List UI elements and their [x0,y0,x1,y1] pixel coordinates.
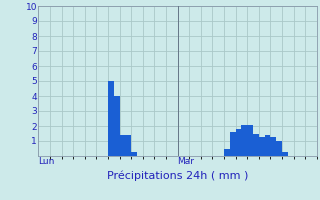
Bar [125,135,131,156]
Bar [108,81,114,156]
Bar [230,132,236,156]
Bar [247,124,253,156]
Bar [259,137,265,156]
Bar [253,134,259,156]
X-axis label: Précipitations 24h ( mm ): Précipitations 24h ( mm ) [107,171,248,181]
Bar [270,137,276,156]
Bar [224,148,230,156]
Bar [131,152,137,156]
Bar [282,152,288,156]
Bar [265,135,270,156]
Bar [241,124,247,156]
Bar [236,129,241,156]
Bar [120,135,125,156]
Bar [276,141,282,156]
Bar [114,96,120,156]
